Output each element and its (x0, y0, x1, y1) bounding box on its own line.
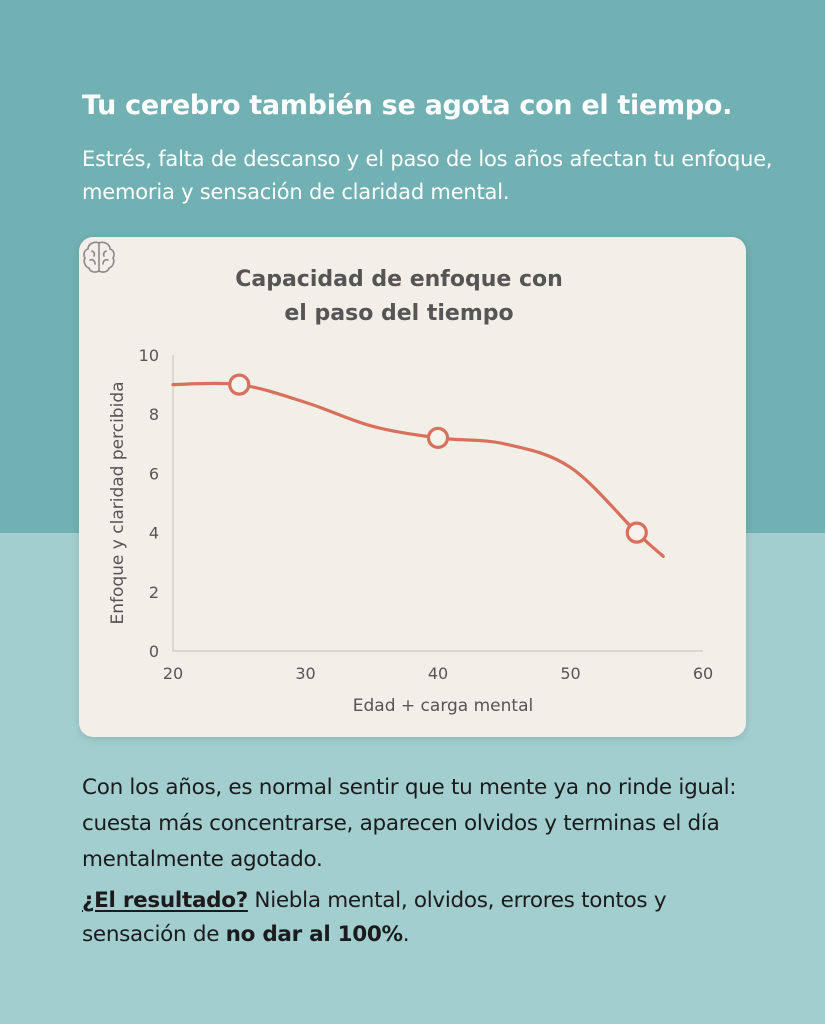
body-paragraph: Con los años, es normal sentir que tu me… (82, 775, 737, 872)
brain-icon (83, 241, 115, 273)
y-axis-label: Enfoque y claridad percibida (108, 381, 128, 624)
chart-card: Capacidad de enfoque con el paso del tie… (79, 237, 746, 737)
result-label: ¿El resultado? (82, 888, 248, 913)
x-tick-label: 60 (693, 664, 713, 683)
result-paragraph: ¿El resultado? Niebla mental, olvidos, e… (82, 884, 762, 952)
y-tick-label: 10 (139, 346, 159, 365)
y-tick-label: 8 (149, 405, 159, 424)
y-tick-label: 4 (149, 524, 159, 543)
x-tick-label: 20 (163, 664, 183, 683)
focus-line (171, 381, 665, 558)
y-tick-label: 6 (149, 464, 159, 483)
line-chart: 0 2 4 6 8 10 20 30 40 50 60 Edad + carga mental Enfo… (108, 346, 713, 716)
result-text: Niebla mental, olvidos, errores tontos y… (82, 888, 667, 947)
y-tick-label: 0 (149, 642, 159, 661)
x-tick-label: 50 (560, 664, 580, 683)
chart-title: Capacidad de enfoque con el paso del tie… (179, 263, 619, 331)
result-period: . (402, 922, 410, 947)
subheadline: Estrés, falta de descanso y el paso de l… (82, 147, 773, 204)
chart-title-line-1: Capacidad de enfoque con (235, 267, 563, 292)
data-point-marker (625, 521, 648, 544)
chart-title-line-2: el paso del tiempo (284, 301, 514, 326)
x-axis-label: Edad + carga mental (353, 696, 533, 716)
result-emphasis: no dar al 100% (225, 922, 403, 947)
headline: Tu cerebro también se agota con el tiemp… (82, 90, 733, 121)
x-tick-label: 30 (295, 664, 315, 683)
data-point-marker (426, 426, 450, 449)
x-tick-label: 40 (428, 664, 448, 683)
y-tick-label: 2 (149, 583, 159, 602)
data-point-marker (228, 373, 251, 396)
